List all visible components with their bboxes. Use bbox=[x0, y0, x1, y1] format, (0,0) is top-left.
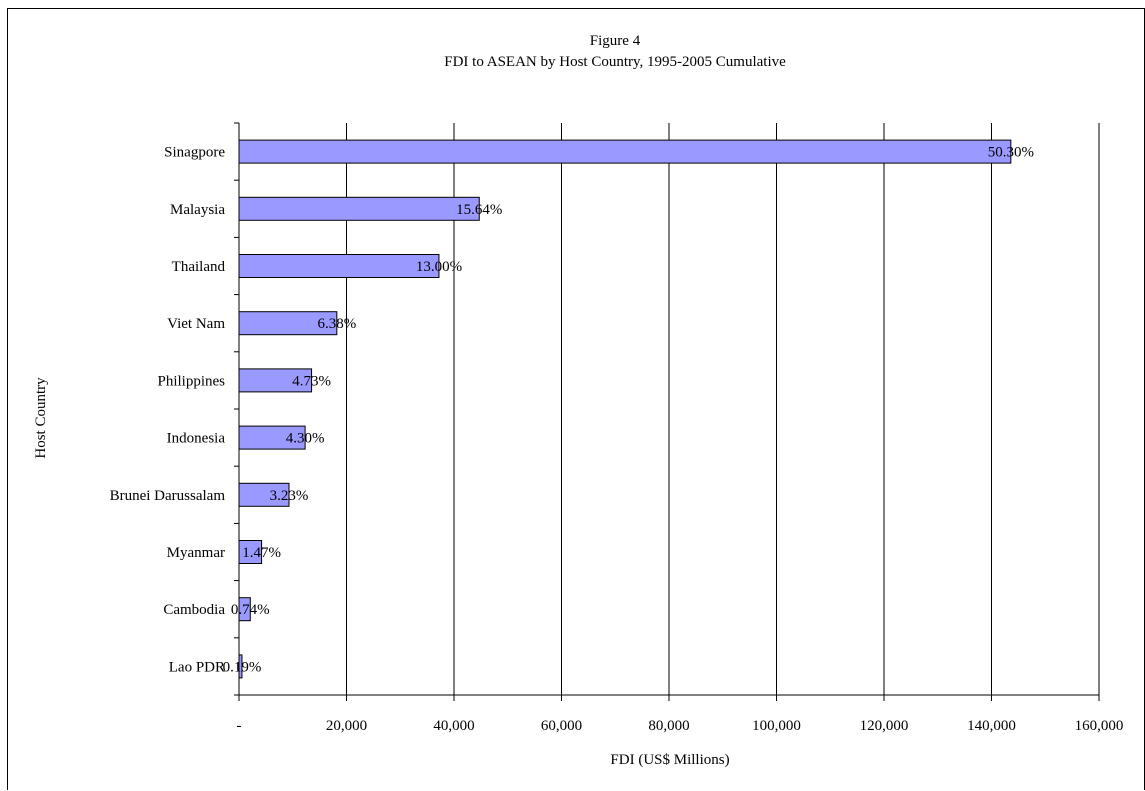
data-label: 4.30% bbox=[286, 431, 325, 447]
category-label: Myanmar bbox=[167, 545, 225, 561]
x-tick-label: 60,000 bbox=[541, 718, 582, 734]
data-label: 15.64% bbox=[456, 202, 502, 218]
chart-title: Figure 4 bbox=[590, 33, 641, 49]
chart-subtitle: FDI to ASEAN by Host Country, 1995-2005 … bbox=[444, 54, 786, 70]
data-label: 1.47% bbox=[242, 545, 281, 561]
category-label: Indonesia bbox=[167, 431, 226, 447]
data-label: 50.30% bbox=[988, 145, 1034, 161]
category-label: Cambodia bbox=[163, 602, 225, 618]
bar bbox=[238, 254, 440, 278]
axes bbox=[234, 122, 1100, 701]
data-label: 13.00% bbox=[416, 259, 462, 275]
x-tick-label: 140,000 bbox=[967, 718, 1016, 734]
category-label: Sinagpore bbox=[164, 145, 225, 161]
bar bbox=[238, 139, 1012, 164]
category-label: Lao PDR bbox=[169, 659, 225, 675]
bar-chart: - 20,000 40,000 60,000 80,000 100,000 120,000 1… bbox=[33, 33, 1124, 768]
x-axis-label: FDI (US$ Millions) bbox=[610, 752, 729, 768]
category-label: Thailand bbox=[172, 259, 226, 275]
x-tick-label: 160,000 bbox=[1075, 718, 1124, 734]
labels: - 20,000 40,000 60,000 80,000 100,000 120,000 1… bbox=[110, 145, 1124, 734]
data-label: 0.19% bbox=[223, 659, 262, 675]
category-label: Brunei Darussalam bbox=[110, 488, 226, 504]
data-label: 3.23% bbox=[270, 488, 309, 504]
bar bbox=[238, 196, 480, 221]
x-tick-label: - bbox=[237, 718, 242, 734]
bars bbox=[238, 139, 1012, 679]
x-tick-label: 80,000 bbox=[648, 718, 689, 734]
data-label: 6.38% bbox=[317, 316, 356, 332]
data-label: 4.73% bbox=[292, 373, 331, 389]
category-label: Malaysia bbox=[170, 202, 225, 218]
chart-frame: - 20,000 40,000 60,000 80,000 100,000 120,000 1… bbox=[7, 8, 1145, 790]
x-tick-label: 20,000 bbox=[326, 718, 367, 734]
category-label: Philippines bbox=[157, 373, 225, 389]
x-tick-label: 120,000 bbox=[860, 718, 909, 734]
y-axis-label: Host Country bbox=[33, 377, 49, 459]
data-label: 0.74% bbox=[231, 602, 270, 618]
x-tick-label: 40,000 bbox=[433, 718, 474, 734]
x-tick-label: 100,000 bbox=[752, 718, 801, 734]
category-label: Viet Nam bbox=[167, 316, 225, 332]
